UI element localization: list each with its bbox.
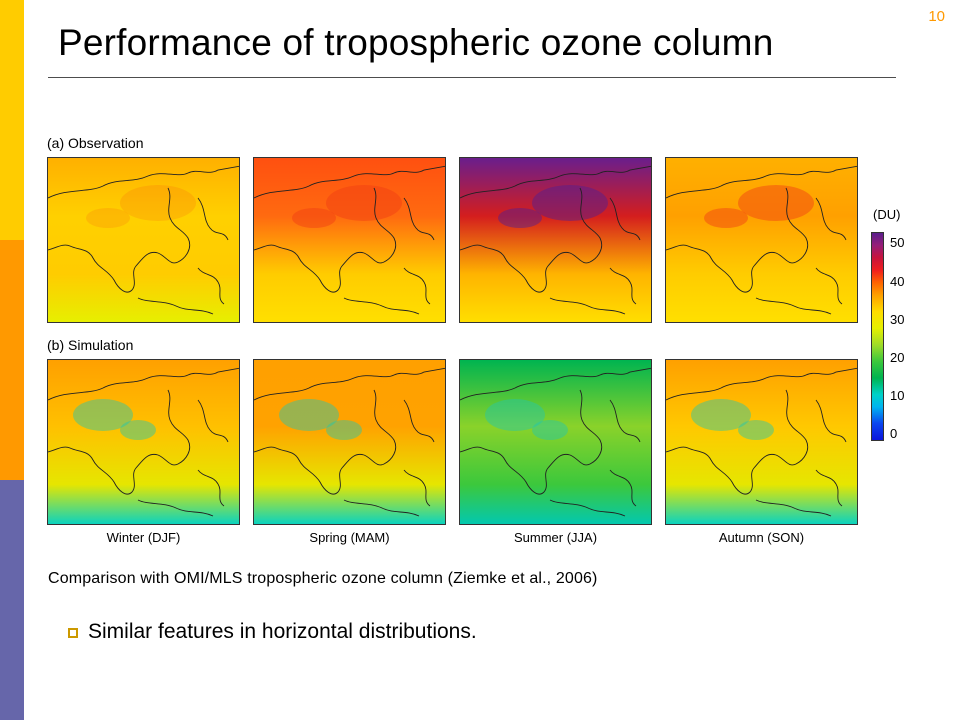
colorbar-tick-20: 20	[890, 350, 905, 365]
side-accent-bar-purple	[0, 480, 24, 720]
season-label-winter: Winter (DJF)	[106, 530, 181, 545]
bullet-text: Similar features in horizontal distribut…	[88, 620, 477, 643]
season-label-summer: Summer (JJA)	[513, 530, 598, 545]
map-panel-observation-spring	[253, 157, 446, 323]
colorbar-unit-label: (DU)	[873, 207, 901, 222]
colorbar	[871, 232, 884, 441]
map-panel-simulation-summer	[459, 359, 652, 525]
map-panel-simulation-autumn	[665, 359, 858, 525]
slide-title: Performance of tropospheric ozone column	[58, 22, 774, 63]
season-label-autumn: Autumn (SON)	[718, 530, 805, 545]
season-label-spring: Spring (MAM)	[309, 530, 390, 545]
map-panel-observation-summer	[459, 157, 652, 323]
side-accent-bar-orange	[0, 240, 24, 480]
title-underline	[48, 77, 896, 78]
side-accent-bar-yellow	[0, 0, 24, 240]
row-label-simulation: (b) Simulation	[47, 337, 134, 353]
row-label-observation: (a) Observation	[47, 135, 144, 151]
colorbar-tick-10: 10	[890, 388, 905, 403]
colorbar-tick-50: 50	[890, 235, 905, 250]
colorbar-tick-30: 30	[890, 312, 905, 327]
figure-caption: Comparison with OMI/MLS tropospheric ozo…	[48, 570, 598, 587]
map-panel-observation-autumn	[665, 157, 858, 323]
map-panel-observation-winter	[47, 157, 240, 323]
map-panel-simulation-winter	[47, 359, 240, 525]
map-panel-simulation-spring	[253, 359, 446, 525]
colorbar-tick-40: 40	[890, 274, 905, 289]
page-number: 10	[928, 8, 945, 25]
square-bullet-icon	[68, 628, 78, 638]
colorbar-tick-0: 0	[890, 426, 898, 441]
